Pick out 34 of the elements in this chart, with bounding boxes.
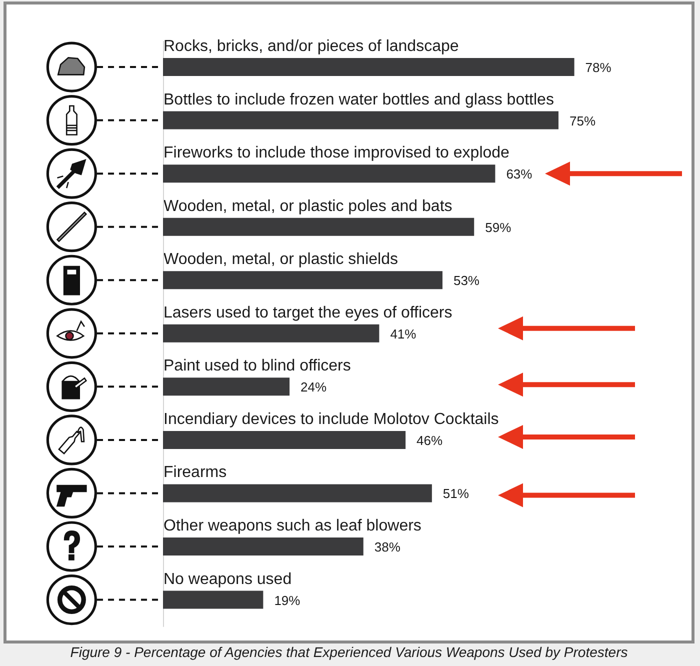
data-label: 41% bbox=[390, 326, 417, 342]
y-tick-label: No weapons used bbox=[164, 570, 292, 588]
bar bbox=[163, 218, 474, 236]
data-label: 46% bbox=[416, 432, 444, 448]
y-tick-label: Firearms bbox=[164, 464, 227, 482]
bar bbox=[163, 111, 558, 130]
y-tick-label: Fireworks to include those improvised to explode bbox=[164, 144, 510, 162]
bar bbox=[163, 58, 574, 76]
data-label: 63% bbox=[506, 166, 533, 182]
bar bbox=[163, 378, 290, 396]
data-label: 75% bbox=[569, 113, 596, 128]
y-tick-label: Wooden, metal, or plastic poles and bats bbox=[164, 198, 452, 215]
bar bbox=[163, 484, 432, 502]
y-tick-label: Incendiary devices to include Molotov Cocktails bbox=[164, 410, 499, 428]
data-label: 38% bbox=[374, 539, 401, 554]
data-label: 24% bbox=[300, 380, 328, 395]
bar bbox=[163, 324, 380, 342]
y-tick-label: Paint used to blind officers bbox=[164, 358, 351, 375]
data-label: 53% bbox=[453, 273, 480, 288]
bar bbox=[163, 430, 406, 449]
y-tick-label: Lasers used to target the eyes of officers bbox=[164, 304, 452, 322]
y-tick-label: Rocks, bricks, and/or pieces of landscape bbox=[164, 38, 459, 56]
bar bbox=[163, 537, 364, 556]
caption: Figure 9 - Percentage of Agencies that Experienced Various Weapons Used by Protesters bbox=[70, 644, 628, 660]
data-label: 59% bbox=[485, 220, 512, 235]
y-tick-label: Bottles to include frozen water bottles and glass bottles bbox=[164, 91, 554, 108]
data-label: 19% bbox=[274, 592, 301, 608]
data-label: 51% bbox=[442, 486, 470, 502]
bar bbox=[163, 164, 496, 183]
bar bbox=[163, 590, 264, 609]
y-tick-label: Other weapons such as leaf blowers bbox=[164, 517, 422, 534]
data-label: 78% bbox=[585, 60, 612, 76]
bar bbox=[163, 271, 442, 290]
y-tick-label: Wooden, metal, or plastic shields bbox=[164, 251, 398, 268]
